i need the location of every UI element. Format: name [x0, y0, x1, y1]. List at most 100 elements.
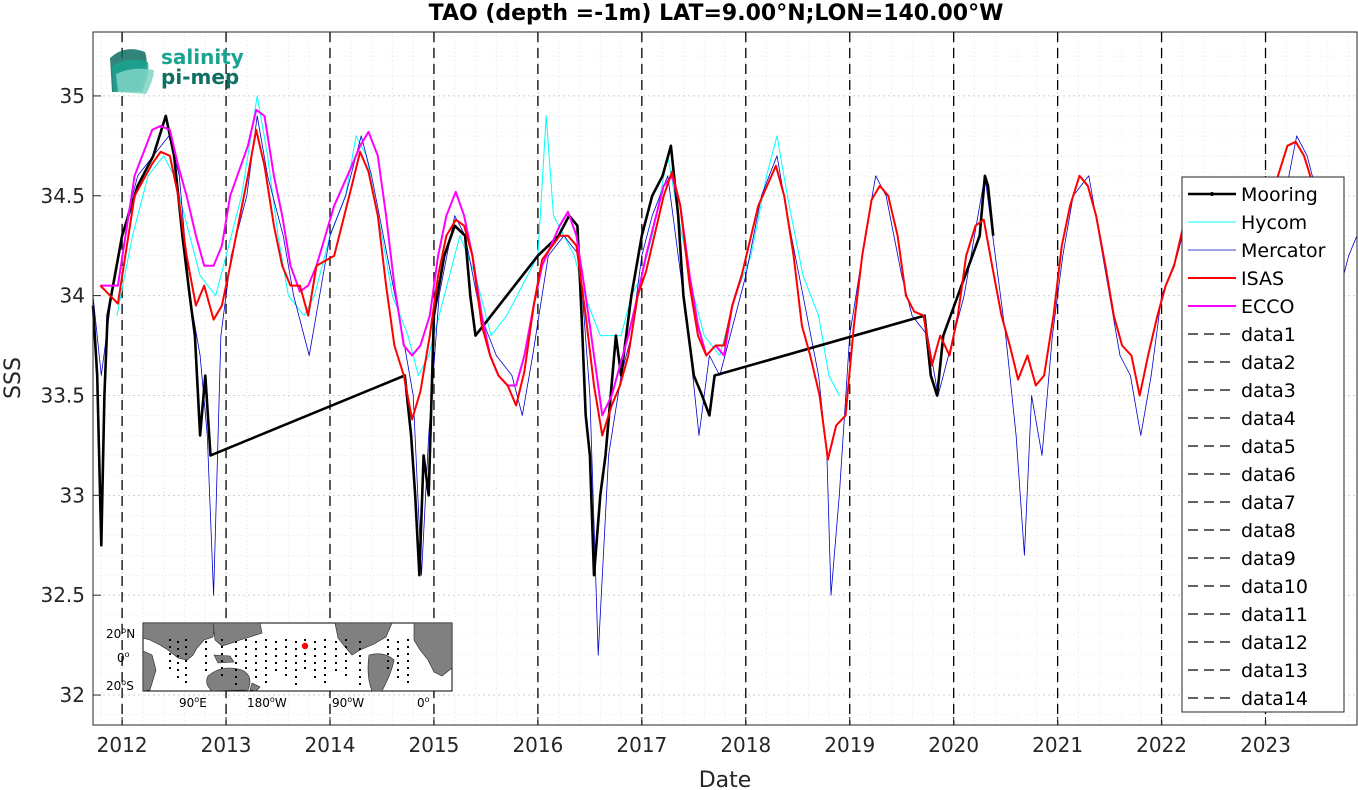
inset-map-mooring: [335, 655, 337, 657]
inset-map-mooring: [324, 646, 326, 648]
inset-lat-20n: 20oN: [106, 626, 135, 641]
inset-map-mooring: [335, 669, 337, 671]
inset-map-mooring: [335, 648, 337, 650]
inset-map-mooring: [245, 639, 247, 641]
y-tick-label: 32: [60, 683, 85, 707]
inset-map-mooring: [397, 648, 399, 650]
inset-map-mooring: [265, 667, 267, 669]
inset-map-mooring: [359, 641, 361, 643]
inset-map-mooring: [221, 653, 223, 655]
x-tick-label: 2015: [408, 733, 459, 757]
logo-text-salinity: salinity: [161, 45, 244, 69]
inset-map-mooring: [205, 655, 207, 657]
inset-map-mooring: [345, 674, 347, 676]
inset-map-mooring: [177, 655, 179, 657]
inset-map-mooring: [235, 641, 237, 643]
legend-label-data14: data14: [1241, 688, 1308, 710]
x-tick-label: 2018: [720, 733, 771, 757]
inset-map-mooring: [397, 676, 399, 678]
inset-map-mooring: [359, 655, 361, 657]
inset-map-mooring: [205, 669, 207, 671]
inset-map-mooring: [245, 660, 247, 662]
inset-map-mooring: [221, 646, 223, 648]
inset-map-mooring: [314, 641, 316, 643]
inset-map-mooring: [314, 669, 316, 671]
inset-map-mooring: [295, 683, 297, 685]
inset-map: 20oN 0o 20oS 90oE 180oW 90oW 0o: [106, 622, 453, 710]
inset-lon-180w: 180oW: [247, 695, 287, 710]
inset-map-mooring: [235, 669, 237, 671]
inset-map-mooring: [314, 648, 316, 650]
inset-map-mooring: [314, 676, 316, 678]
inset-map-mooring: [265, 639, 267, 641]
inset-map-mooring: [285, 639, 287, 641]
series-hycom: [116, 95, 840, 396]
inset-map-mooring: [387, 639, 389, 641]
inset-map-mooring: [275, 662, 277, 664]
legend-marker-mooring: [1210, 192, 1214, 196]
inset-map-mooring: [255, 655, 257, 657]
inset-map-mooring: [255, 669, 257, 671]
legend-label-data3: data3: [1241, 380, 1296, 402]
y-tick-label: 34: [60, 284, 85, 308]
inset-map-mooring: [245, 653, 247, 655]
inset-map-land: [142, 622, 453, 692]
inset-map-mooring: [345, 639, 347, 641]
inset-map-mooring: [245, 646, 247, 648]
legend-label-Mercator: Mercator: [1241, 240, 1326, 262]
x-tick-label: 2013: [201, 733, 252, 757]
inset-map-mooring: [345, 660, 347, 662]
legend-label-data7: data7: [1241, 492, 1296, 514]
vertical-dashed-lines: [121, 32, 1267, 725]
x-tick-label: 2022: [1136, 733, 1187, 757]
axes-box: [92, 31, 1358, 726]
legend-label-data12: data12: [1241, 632, 1308, 654]
inset-lat-20s: 20oS: [106, 678, 134, 693]
inset-map-mooring: [407, 639, 409, 641]
x-tick-label: 2020: [928, 733, 979, 757]
inset-map-mooring: [295, 648, 297, 650]
inset-map-mooring: [397, 669, 399, 671]
legend-label-Mooring: Mooring: [1241, 184, 1318, 206]
inset-map-mooring: [169, 646, 171, 648]
legend-label-data2: data2: [1241, 352, 1296, 374]
inset-map-moorings: [169, 639, 409, 685]
inset-map-mooring: [177, 669, 179, 671]
inset-map-mooring: [324, 660, 326, 662]
inset-map-mooring: [304, 660, 306, 662]
inset-map-mooring: [221, 639, 223, 641]
inset-map-mooring: [304, 639, 306, 641]
inset-map-lon-labels: 90oE 180oW 90oW 0o: [179, 695, 430, 710]
inset-map-mooring: [169, 660, 171, 662]
chart-title: TAO (depth =-1m) LAT=9.00°N;LON=140.00°W: [429, 1, 1004, 26]
inset-map-mooring: [285, 653, 287, 655]
inset-lon-0: 0o: [417, 695, 430, 710]
y-tick-label: 33: [60, 483, 85, 507]
inset-map-mooring: [235, 683, 237, 685]
inset-map-mooring: [185, 681, 187, 683]
inset-map-mooring: [265, 674, 267, 676]
y-tick-label: 35: [60, 84, 85, 108]
inset-map-mooring: [255, 662, 257, 664]
inset-map-mooring: [295, 676, 297, 678]
x-tick-label: 2012: [97, 733, 148, 757]
inset-map-mooring: [265, 653, 267, 655]
inset-map-mooring: [345, 653, 347, 655]
inset-map-mooring: [285, 646, 287, 648]
legend-label-data5: data5: [1241, 436, 1296, 458]
inset-map-mooring: [185, 674, 187, 676]
inset-map-mooring: [407, 660, 409, 662]
inset-map-mooring: [235, 676, 237, 678]
x-tick-label: 2016: [512, 733, 563, 757]
inset-map-mooring: [304, 653, 306, 655]
inset-map-mooring: [221, 660, 223, 662]
x-tick-label: 2021: [1032, 733, 1083, 757]
y-axis-label: SSS: [1, 357, 26, 399]
inset-map-mooring: [407, 653, 409, 655]
inset-map-mooring: [285, 667, 287, 669]
logo-waves-icon: [110, 49, 154, 94]
inset-map-mooring: [205, 641, 207, 643]
inset-map-mooring: [295, 655, 297, 657]
inset-map-mooring: [275, 641, 277, 643]
inset-map-mooring: [169, 639, 171, 641]
